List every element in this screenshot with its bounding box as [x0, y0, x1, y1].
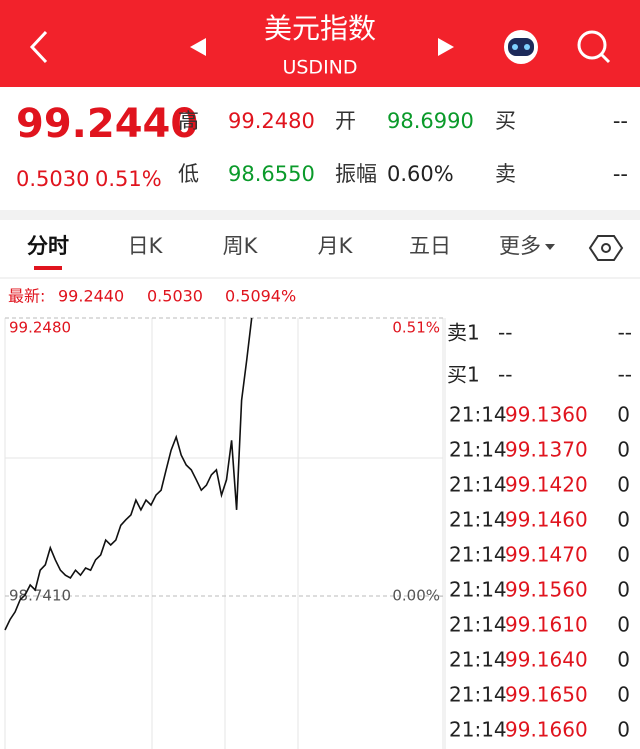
- trade-price: 99.1660: [505, 718, 588, 742]
- trade-volume: 0: [617, 718, 630, 742]
- trade-time: 21:14: [449, 438, 507, 462]
- stat-label: 买: [495, 109, 516, 133]
- back-button[interactable]: [29, 30, 48, 64]
- trade-volume: 0: [617, 543, 630, 567]
- latest-change: 0.5030: [147, 287, 203, 306]
- stat-label: 低: [178, 162, 199, 186]
- stat-label: 高: [178, 109, 199, 133]
- trade-volume: 0: [617, 683, 630, 707]
- change: 0.5030: [16, 167, 89, 191]
- next-button[interactable]: [438, 38, 454, 56]
- trade-time: 21:14: [449, 683, 507, 707]
- stat-label: 卖: [495, 162, 516, 186]
- search-button[interactable]: [577, 30, 611, 64]
- latest-change-pct: 0.5094%: [225, 287, 296, 306]
- book-label: 买1: [447, 363, 480, 387]
- dropdown-caret: [545, 244, 555, 250]
- chart-frame: [4, 318, 444, 749]
- tab[interactable]: 日K: [128, 234, 164, 258]
- trade-time: 21:14: [449, 718, 507, 742]
- trade-time: 21:14: [449, 578, 507, 602]
- stat-value: 98.6990: [387, 109, 474, 133]
- tab[interactable]: 周K: [223, 234, 259, 258]
- latest-price: 99.2440: [58, 287, 124, 306]
- book-price: --: [498, 363, 512, 387]
- trade-price: 99.1460: [505, 508, 588, 532]
- tab[interactable]: 分时: [27, 234, 69, 258]
- price-line: [4, 317, 253, 631]
- trade-price: 99.1640: [505, 648, 588, 672]
- trade-time: 21:14: [449, 403, 507, 427]
- book-volume: --: [618, 363, 632, 387]
- trade-price: 99.1610: [505, 613, 588, 637]
- trade-volume: 0: [617, 508, 630, 532]
- trade-price: 99.1470: [505, 543, 588, 567]
- stat-value: --: [613, 162, 628, 186]
- trade-time: 21:14: [449, 613, 507, 637]
- settings-button[interactable]: [588, 235, 624, 261]
- trade-price: 99.1560: [505, 578, 588, 602]
- trade-time: 21:14: [449, 543, 507, 567]
- latest-label: 最新:: [8, 287, 45, 306]
- prev-button[interactable]: [190, 38, 206, 56]
- trade-price: 99.1370: [505, 438, 588, 462]
- tab[interactable]: 五日: [409, 234, 451, 258]
- book-volume: --: [618, 321, 632, 345]
- y-tick-label: 99.2480: [9, 319, 71, 337]
- trade-volume: 0: [617, 473, 630, 497]
- trade-time: 21:14: [449, 648, 507, 672]
- stat-value: 0.60%: [387, 162, 454, 186]
- y2-tick-label: 0.00%: [392, 587, 440, 605]
- price: 99.2440: [16, 101, 198, 147]
- trade-price: 99.1420: [505, 473, 588, 497]
- book-price: --: [498, 321, 512, 345]
- y2-tick-label: 0.51%: [392, 319, 440, 337]
- tab[interactable]: 月K: [318, 234, 354, 258]
- trade-volume: 0: [617, 613, 630, 637]
- tab[interactable]: 更多: [499, 234, 541, 258]
- title: 美元指数: [264, 12, 376, 45]
- book-label: 卖1: [447, 321, 480, 345]
- trade-volume: 0: [617, 438, 630, 462]
- y-tick-label: 98.7410: [9, 587, 71, 605]
- stat-value: --: [613, 109, 628, 133]
- change-pct: 0.51%: [95, 167, 162, 191]
- trade-time: 21:14: [449, 473, 507, 497]
- trade-price: 99.1650: [505, 683, 588, 707]
- trade-time: 21:14: [449, 508, 507, 532]
- trade-volume: 0: [617, 648, 630, 672]
- stat-value: 98.6550: [228, 162, 315, 186]
- stat-value: 99.2480: [228, 109, 315, 133]
- tab-indicator: [34, 266, 62, 270]
- assistant-icon[interactable]: [504, 30, 538, 64]
- trade-price: 99.1360: [505, 403, 588, 427]
- stat-label: 开: [335, 109, 356, 133]
- subtitle: USDIND: [282, 57, 357, 79]
- trade-volume: 0: [617, 578, 630, 602]
- trade-volume: 0: [617, 403, 630, 427]
- separator: [0, 210, 640, 220]
- stat-label: 振幅: [335, 162, 377, 186]
